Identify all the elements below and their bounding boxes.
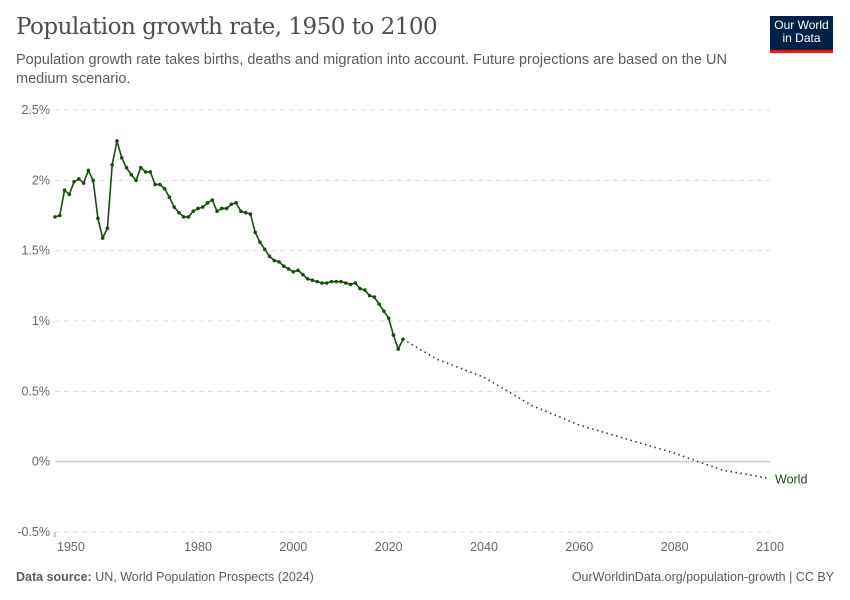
data-point xyxy=(286,267,291,271)
data-point xyxy=(205,201,210,205)
data-point xyxy=(186,215,191,219)
data-point xyxy=(86,168,91,173)
y-tick-label: 2.5% xyxy=(22,103,51,117)
chart-title: Population growth rate, 1950 to 2100 xyxy=(16,14,438,40)
data-point xyxy=(210,198,215,202)
series-line-world-estimates xyxy=(54,140,404,352)
data-point xyxy=(181,215,186,219)
data-point xyxy=(96,216,100,221)
data-point xyxy=(200,205,205,209)
data-point xyxy=(282,264,286,268)
data-point xyxy=(57,213,62,218)
data-point xyxy=(301,272,305,277)
data-point xyxy=(334,279,339,284)
data-point xyxy=(100,236,105,240)
data-point xyxy=(296,268,300,273)
data-point xyxy=(363,288,367,292)
data-point xyxy=(353,281,358,285)
data-point xyxy=(115,139,119,143)
data-point xyxy=(320,281,324,285)
x-tick-label: 2020 xyxy=(375,540,403,554)
x-tick-label: 1950 xyxy=(57,540,85,554)
data-point xyxy=(310,278,315,283)
data-point xyxy=(172,205,176,209)
data-point xyxy=(105,226,110,230)
data-point xyxy=(339,279,343,284)
x-tick-label: 2000 xyxy=(279,540,307,554)
source-text[interactable]: UN, World Population Prospects (2024) xyxy=(95,570,314,584)
x-tick-label: 2040 xyxy=(470,540,498,554)
data-point xyxy=(272,258,277,263)
data-point xyxy=(91,178,95,183)
x-tick-label: 1980 xyxy=(184,540,212,554)
x-tick-label: 2060 xyxy=(565,540,593,554)
data-point xyxy=(372,295,377,299)
data-point xyxy=(162,186,167,191)
data-point xyxy=(367,293,372,298)
data-point xyxy=(377,302,381,306)
data-point xyxy=(139,165,143,170)
footer-link[interactable]: OurWorldinData.org/population-growth | C… xyxy=(571,570,834,584)
data-point xyxy=(243,210,248,215)
y-tick-label: 2% xyxy=(32,173,50,187)
data-point xyxy=(234,201,238,205)
data-point xyxy=(62,188,67,192)
data-point xyxy=(358,286,362,291)
owid-logo[interactable]: Our World in Data xyxy=(770,16,833,53)
data-source: Data source: UN, World Population Prospe… xyxy=(16,570,314,584)
data-point xyxy=(291,269,296,274)
series-line-world-projections xyxy=(402,338,771,480)
data-point xyxy=(143,170,148,174)
data-point xyxy=(124,165,129,170)
y-tick-label: 0.5% xyxy=(22,384,51,398)
data-point xyxy=(129,172,134,177)
data-point xyxy=(153,182,157,187)
data-point xyxy=(315,279,319,284)
y-tick-label: 1.5% xyxy=(22,244,51,258)
y-tick-label: 1% xyxy=(32,314,50,328)
data-point xyxy=(262,247,267,252)
data-point xyxy=(72,179,76,184)
data-point xyxy=(239,209,243,214)
data-point xyxy=(177,210,181,215)
data-point xyxy=(329,279,334,284)
data-point xyxy=(382,309,386,313)
data-point xyxy=(248,212,253,216)
data-point xyxy=(53,215,57,219)
data-point xyxy=(224,206,229,211)
data-point xyxy=(220,206,224,211)
data-point xyxy=(119,156,124,160)
x-tick-label: 2100 xyxy=(756,540,784,554)
series-label-world: World xyxy=(775,473,807,487)
data-point xyxy=(215,209,219,214)
y-tick-label: 0% xyxy=(32,455,50,469)
data-point xyxy=(148,170,153,174)
data-point xyxy=(191,209,196,214)
data-point xyxy=(229,202,234,207)
y-tick-label: -0.5% xyxy=(17,525,50,539)
data-point xyxy=(110,163,114,167)
data-point xyxy=(391,333,396,337)
source-label: Data source: xyxy=(16,570,92,584)
data-point xyxy=(305,277,310,281)
data-point xyxy=(167,195,172,200)
data-point xyxy=(258,240,262,245)
x-tick-label: 2080 xyxy=(661,540,689,554)
data-point xyxy=(77,177,81,181)
data-point xyxy=(267,254,272,259)
data-point xyxy=(386,316,391,320)
data-point xyxy=(81,181,86,185)
data-point xyxy=(348,282,353,287)
data-point xyxy=(158,182,162,187)
data-point xyxy=(67,192,72,197)
data-point xyxy=(343,281,348,285)
data-point xyxy=(134,178,138,183)
data-point xyxy=(253,230,257,235)
data-point xyxy=(324,281,329,285)
chart-subtitle: Population growth rate takes births, dea… xyxy=(16,52,727,87)
data-point xyxy=(196,206,200,211)
data-point xyxy=(277,260,281,264)
data-point xyxy=(396,347,401,351)
